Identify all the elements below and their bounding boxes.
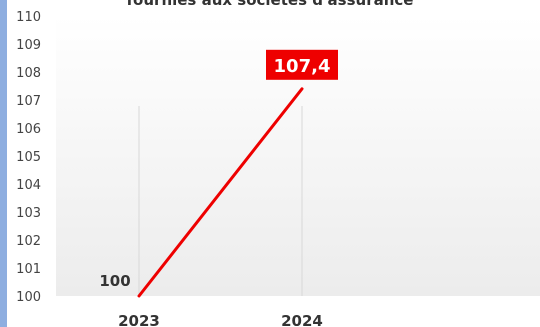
y-tick-label: 101 [16,262,41,277]
accent-bar [0,0,7,327]
x-tick-label: 2023 [118,312,160,327]
data-label-box-2024 [266,49,338,80]
data-label-2023: 100 [99,272,130,290]
data-labels: 100 107,4 [99,49,338,290]
y-tick-label: 104 [16,178,41,193]
y-tick-label: 103 [16,206,41,221]
x-axis: 2023 2024 [118,312,323,327]
y-tick-label: 105 [16,150,41,165]
y-tick-label: 108 [16,66,41,81]
series-group [137,87,304,298]
y-tick-label: 110 [16,10,41,25]
y-axis: 100 101 102 103 104 105 106 107 108 109 110 [16,10,41,305]
data-label-2024: 107,4 [274,56,331,77]
y-tick-label: 107 [16,94,41,109]
x-tick-label: 2024 [281,312,323,327]
y-tick-label: 109 [16,38,41,53]
y-tick-label: 102 [16,234,41,249]
gridlines [138,106,303,296]
chart-title: fournies aux sociétés d'assurance [126,0,414,9]
y-tick-label: 100 [16,290,41,305]
series-line [137,87,304,298]
y-tick-label: 106 [16,122,41,137]
